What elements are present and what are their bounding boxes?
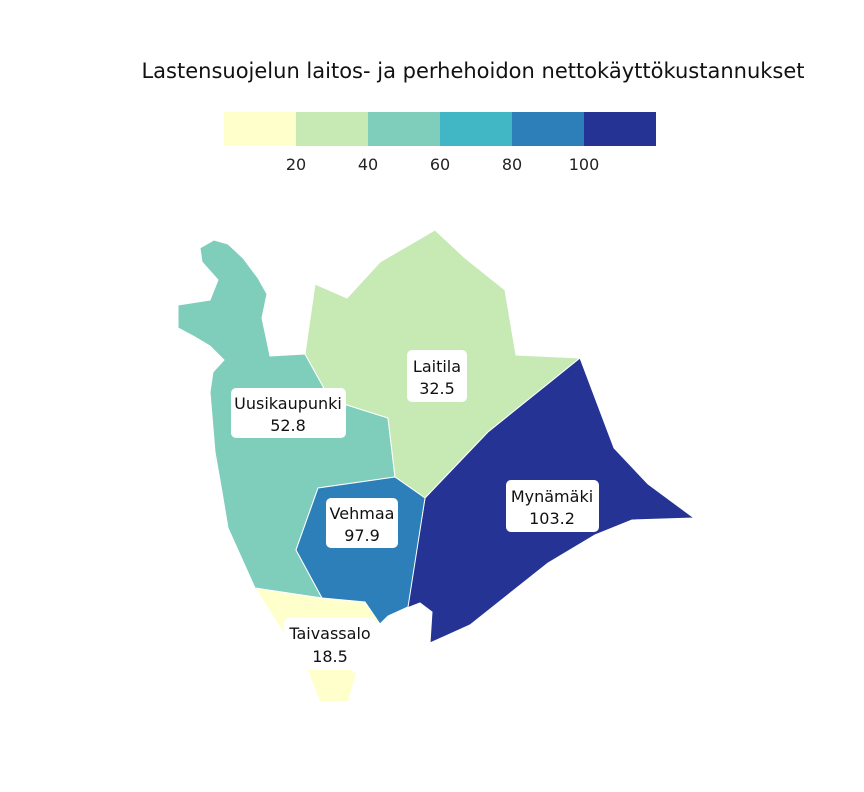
region-value: 18.5 — [312, 647, 348, 666]
legend-bin — [440, 112, 512, 146]
legend-tick: 80 — [502, 155, 522, 174]
region-value: 32.5 — [419, 379, 455, 398]
legend-bin — [512, 112, 584, 146]
region-value: 97.9 — [344, 526, 380, 545]
region-name: Mynämäki — [511, 487, 593, 506]
map-title: Lastensuojelun laitos- ja perhehoidon ne… — [141, 59, 804, 83]
map-regions — [177, 229, 696, 703]
label-uusikaupunki: Uusikaupunki 52.8 — [231, 388, 346, 438]
legend-tick: 100 — [569, 155, 600, 174]
region-labels: Uusikaupunki 52.8 Laitila 32.5 Mynämäki … — [231, 350, 599, 670]
region-name: Taivassalo — [288, 624, 370, 643]
region-name: Uusikaupunki — [234, 394, 342, 413]
label-taivassalo: Taivassalo 18.5 — [284, 618, 376, 670]
legend-bin — [224, 112, 296, 146]
region-name: Laitila — [413, 357, 461, 376]
legend-tick: 40 — [358, 155, 378, 174]
legend-bin — [368, 112, 440, 146]
region-value: 103.2 — [529, 509, 575, 528]
label-mynamaki: Mynämäki 103.2 — [506, 480, 599, 532]
legend-colorbar: 20 40 60 80 100 — [224, 112, 656, 174]
region-name: Vehmaa — [330, 504, 395, 523]
label-vehmaa: Vehmaa 97.9 — [326, 498, 398, 548]
legend-bin — [296, 112, 368, 146]
legend-tick: 60 — [430, 155, 450, 174]
label-laitila: Laitila 32.5 — [407, 350, 467, 402]
region-value: 52.8 — [270, 416, 306, 435]
legend-tick: 20 — [286, 155, 306, 174]
legend-bin — [584, 112, 656, 146]
